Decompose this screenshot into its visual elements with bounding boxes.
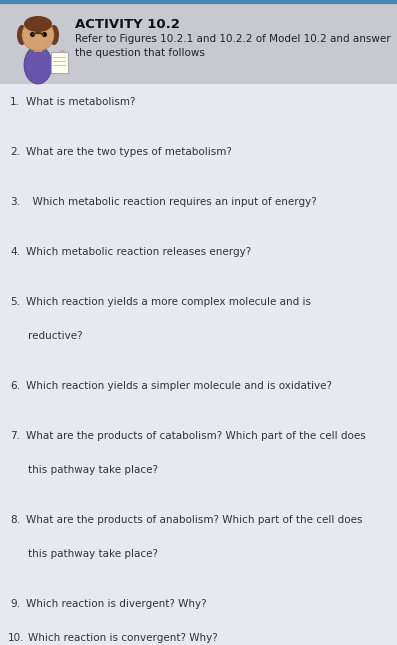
Text: Which reaction yields a simpler molecule and is oxidative?: Which reaction yields a simpler molecule…	[26, 381, 332, 391]
Text: What are the products of catabolism? Which part of the cell does: What are the products of catabolism? Whi…	[26, 431, 366, 441]
Bar	[34, 42, 42, 52]
Text: Which metabolic reaction requires an input of energy?: Which metabolic reaction requires an inp…	[26, 197, 317, 207]
Text: 1.: 1.	[10, 97, 20, 107]
Ellipse shape	[24, 16, 52, 32]
Text: 2.: 2.	[10, 147, 20, 157]
Text: reductive?: reductive?	[28, 331, 83, 341]
Circle shape	[22, 19, 54, 51]
Text: 9.: 9.	[10, 599, 20, 609]
Text: Which metabolic reaction releases energy?: Which metabolic reaction releases energy…	[26, 247, 251, 257]
Ellipse shape	[49, 25, 59, 45]
Text: 4.: 4.	[10, 247, 20, 257]
Text: Refer to Figures 10.2.1 and 10.2.2 of Model 10.2 and answer: Refer to Figures 10.2.1 and 10.2.2 of Mo…	[75, 34, 391, 44]
Text: 7.: 7.	[10, 431, 20, 441]
Text: 3.: 3.	[10, 197, 20, 207]
Text: Which reaction is divergent? Why?: Which reaction is divergent? Why?	[26, 599, 206, 609]
Text: Which reaction yields a more complex molecule and is: Which reaction yields a more complex mol…	[26, 297, 311, 307]
Text: the question that follows: the question that follows	[75, 48, 205, 58]
Text: this pathway take place?: this pathway take place?	[28, 549, 158, 559]
Text: ACTIVITY 10.2: ACTIVITY 10.2	[75, 18, 180, 31]
Text: Which reaction is convergent? Why?: Which reaction is convergent? Why?	[28, 633, 218, 643]
Text: What are the products of anabolism? Which part of the cell does: What are the products of anabolism? Whic…	[26, 515, 362, 525]
Text: What are the two types of metabolism?: What are the two types of metabolism?	[26, 147, 232, 157]
Ellipse shape	[24, 46, 52, 84]
Text: 6.: 6.	[10, 381, 20, 391]
Ellipse shape	[54, 50, 67, 74]
Bar	[0, 2, 397, 84]
Text: 5.: 5.	[10, 297, 20, 307]
Text: this pathway take place?: this pathway take place?	[28, 465, 158, 475]
FancyBboxPatch shape	[50, 52, 67, 72]
Ellipse shape	[17, 25, 27, 45]
Text: 10.: 10.	[8, 633, 25, 643]
Text: 8.: 8.	[10, 515, 20, 525]
Text: What is metabolism?: What is metabolism?	[26, 97, 135, 107]
